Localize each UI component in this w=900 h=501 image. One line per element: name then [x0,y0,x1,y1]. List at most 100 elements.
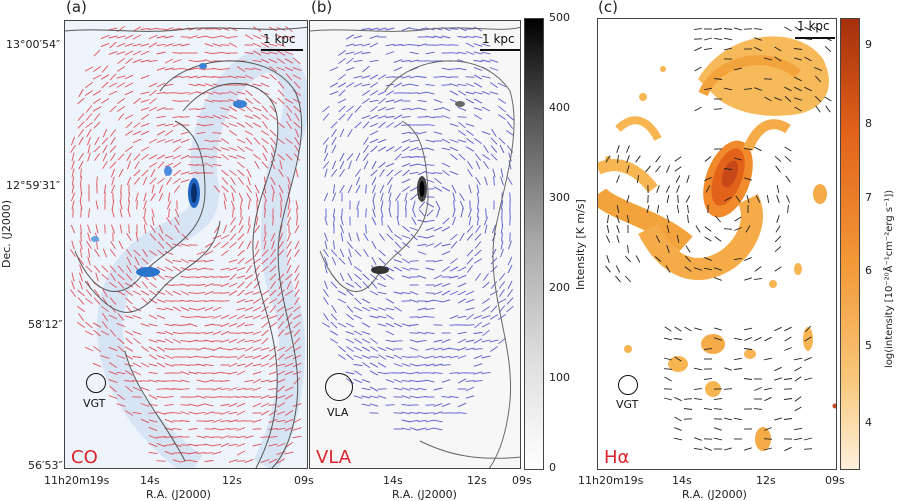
polarization-vector [379,184,385,194]
polarization-vector [93,66,101,72]
polarization-vector [276,427,286,431]
polarization-vector [346,153,354,161]
polarization-vector [409,387,419,391]
polarization-vector [140,50,150,56]
polarization-vector [774,266,782,272]
polarization-vector [156,91,166,95]
polarization-vector [156,35,166,39]
polarization-vector [164,266,174,272]
polarization-vector [140,146,150,152]
polarization-vector [236,450,246,456]
polarization-vector [491,128,497,138]
polarization-vector [172,306,182,312]
polarization-vector [158,224,164,234]
polarization-vector [425,379,435,383]
polarization-vector [483,144,489,154]
polarization-vector [704,176,712,182]
polarization-vector [284,354,294,360]
polarization-vector [323,296,329,306]
polarization-vector [393,114,403,120]
polarization-vector [433,363,443,367]
polarization-vector [457,355,467,359]
polarization-vector [409,27,419,31]
polarization-vector [666,195,670,203]
polarization-vector [676,234,680,244]
polarization-vector [339,224,345,234]
polarization-vector [164,162,174,168]
polarization-vector [441,147,451,151]
polarization-vector [220,267,230,271]
panel-c-beam-circle [618,375,638,395]
polarization-vector [774,417,782,421]
polarization-vector [140,380,150,382]
polarization-vector [228,147,238,151]
polarization-vector [345,82,355,88]
polarization-vector [252,378,262,384]
polarization-vector [433,403,443,407]
polarization-vector [221,153,229,161]
polarization-vector [180,420,190,422]
polarization-vector [252,371,262,375]
polarization-vector [457,51,467,55]
polarization-vector [84,346,94,352]
polarization-vector [450,241,458,249]
polarization-vector [433,339,443,343]
polarization-vector [295,200,299,210]
polarization-vector [286,240,292,250]
polarization-vector [269,265,277,273]
polarization-vector [474,249,482,257]
polarization-vector [441,355,451,359]
polarization-vector [164,27,174,31]
polarization-vector [164,234,174,240]
polarization-vector [441,106,451,112]
polarization-vector [794,366,802,372]
polarization-vector [85,113,93,121]
polarization-vector [228,75,238,79]
polarization-vector [252,114,262,120]
gray-cbar-tick-400: 400 [549,101,570,114]
polarization-vector [755,195,761,203]
polarization-vector [776,195,780,203]
polarization-vector [330,249,338,257]
polarization-vector [794,396,802,402]
polarization-vector [180,283,190,287]
polarization-vector [269,129,277,137]
polarization-vector [363,153,369,161]
polarization-vector [212,146,222,152]
polarization-vector [230,217,236,225]
polarization-vector [109,105,117,113]
polarization-vector [734,417,742,421]
polarization-vector [339,184,345,194]
panel-a-beam-label: VGT [83,397,106,410]
polarization-vector [87,144,91,154]
polarization-vector [109,41,117,49]
polarization-vector [473,82,483,88]
polarization-vector [441,338,451,344]
polarization-vector [244,395,254,399]
polarization-vector [188,267,198,271]
polarization-vector [425,91,435,95]
polarization-vector [346,289,354,297]
polarization-vector [188,299,198,303]
polarization-vector [763,387,773,391]
polarization-vector [369,130,379,136]
polarization-vector [220,371,230,375]
polarization-vector [465,91,475,95]
polarization-vector [277,385,285,393]
polarization-vector [441,364,451,366]
polarization-vector [262,192,268,202]
polarization-vector [482,154,490,160]
polarization-vector [204,355,214,359]
polarization-vector [119,208,123,218]
polarization-vector [244,130,254,136]
polarization-vector [132,43,142,47]
polarization-vector [703,348,713,350]
polarization-vector [433,186,443,192]
polarization-vector [724,196,732,202]
polarization-vector [277,313,285,321]
polarization-vector [277,153,285,161]
polarization-vector [276,43,286,47]
polarization-vector [236,435,246,439]
polarization-vector [330,121,338,129]
polarization-vector [164,155,174,159]
